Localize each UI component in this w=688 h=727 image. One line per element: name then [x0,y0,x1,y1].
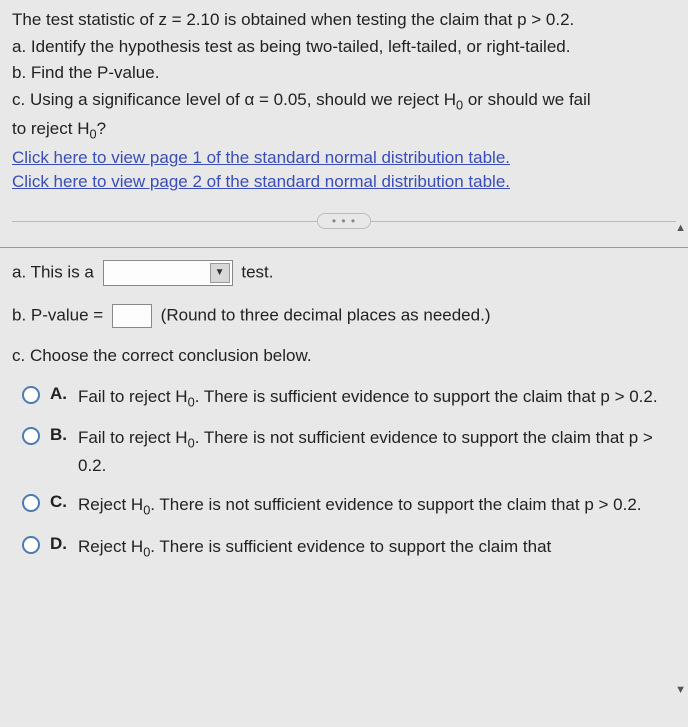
radio-a[interactable] [22,386,40,404]
option-d-text: Reject H0. There is sufficient evidence … [78,534,676,562]
answer-part-b: b. P-value = (Round to three decimal pla… [12,304,676,328]
expand-divider: • • • [12,213,676,229]
part-c-text-4: ? [97,119,106,138]
link-table-page-1[interactable]: Click here to view page 1 of the standar… [12,146,676,171]
part-c-text-2: or should we fail [463,90,591,109]
radio-c[interactable] [22,494,40,512]
option-b-text: Fail to reject H0. There is not sufficie… [78,425,676,478]
option-c-letter: C. [50,492,70,512]
option-a-letter: A. [50,384,70,404]
option-a-row[interactable]: A. Fail to reject H0. There is sufficien… [12,384,676,412]
option-d-letter: D. [50,534,70,554]
question-intro: The test statistic of z = 2.10 is obtain… [12,8,676,33]
answer-part-a: a. This is a ▼ test. [12,260,676,286]
part-c-text-1: c. Using a significance level of α = 0.0… [12,90,456,109]
expand-button[interactable]: • • • [317,213,371,229]
scroll-up-icon[interactable]: ▲ [675,222,686,234]
a-prefix: a. This is a [12,262,94,281]
option-b-letter: B. [50,425,70,445]
question-part-c-line2: to reject H0? [12,117,676,144]
link-table-page-2[interactable]: Click here to view page 2 of the standar… [12,170,676,195]
question-part-a: a. Identify the hypothesis test as being… [12,35,676,60]
answer-part-c-prompt: c. Choose the correct conclusion below. [12,346,676,366]
scroll-down-icon[interactable]: ▼ [675,684,686,696]
test-type-dropdown[interactable]: ▼ [103,260,233,286]
question-part-b: b. Find the P-value. [12,61,676,86]
chevron-down-icon: ▼ [210,263,230,283]
question-panel: The test statistic of z = 2.10 is obtain… [0,0,688,247]
option-a-text: Fail to reject H0. There is sufficient e… [78,384,676,412]
subscript-0: 0 [89,126,96,141]
answer-panel: a. This is a ▼ test. b. P-value = (Round… [0,247,688,727]
a-suffix: test. [241,262,273,281]
radio-b[interactable] [22,427,40,445]
option-c-text: Reject H0. There is not sufficient evide… [78,492,676,520]
option-b-row[interactable]: B. Fail to reject H0. There is not suffi… [12,425,676,478]
radio-d[interactable] [22,536,40,554]
part-c-text-3: to reject H [12,119,89,138]
pvalue-input[interactable] [112,304,152,328]
b-suffix: (Round to three decimal places as needed… [161,305,491,324]
question-part-c: c. Using a significance level of α = 0.0… [12,88,676,115]
option-d-row[interactable]: D. Reject H0. There is sufficient eviden… [12,534,676,562]
option-c-row[interactable]: C. Reject H0. There is not sufficient ev… [12,492,676,520]
b-prefix: b. P-value = [12,305,103,324]
